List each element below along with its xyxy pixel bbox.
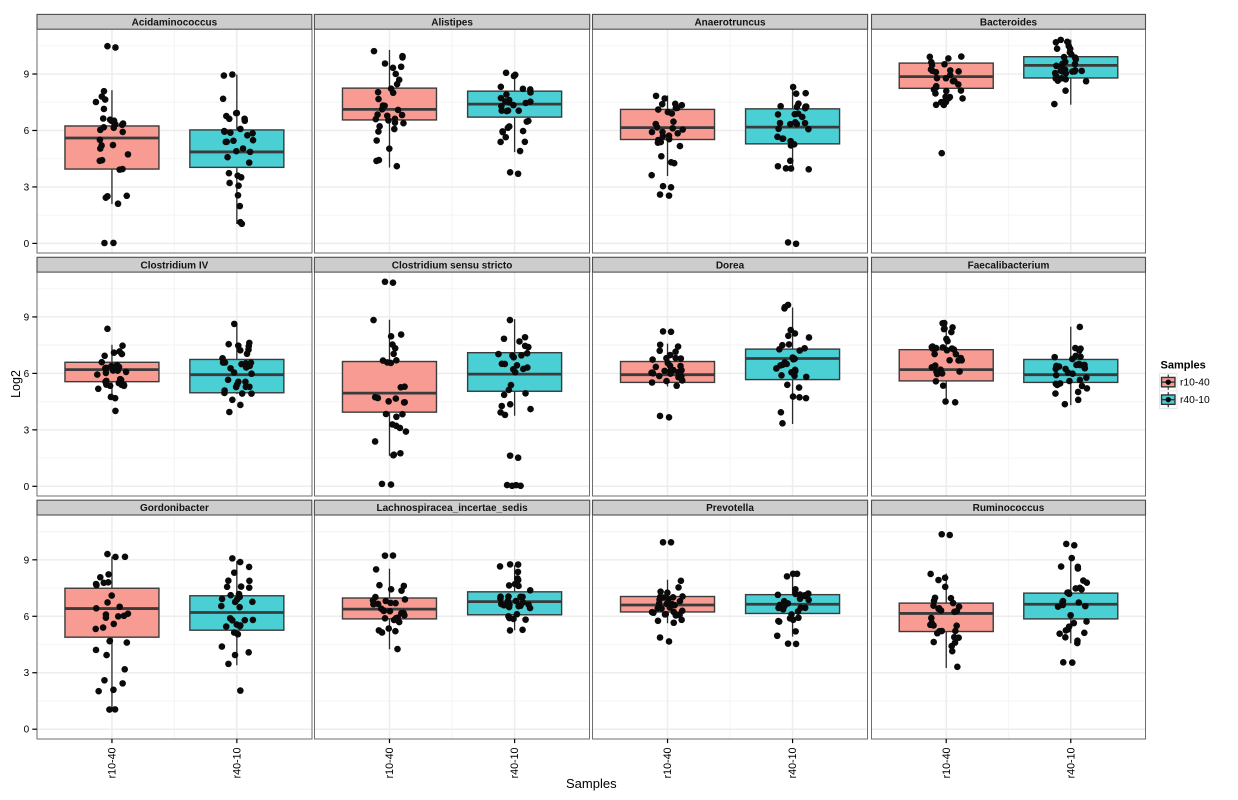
svg-text:Gordonibacter: Gordonibacter xyxy=(140,503,209,514)
svg-text:0: 0 xyxy=(24,482,30,493)
svg-text:6: 6 xyxy=(24,126,30,137)
svg-text:r10-40: r10-40 xyxy=(1180,378,1210,389)
svg-text:Samples: Samples xyxy=(566,776,617,791)
svg-text:3: 3 xyxy=(24,182,30,193)
svg-text:Alistipes: Alistipes xyxy=(431,17,473,28)
svg-text:Faecalibacterium: Faecalibacterium xyxy=(968,260,1050,271)
svg-text:r10-40: r10-40 xyxy=(384,747,396,778)
svg-text:r10-40: r10-40 xyxy=(941,747,953,778)
svg-text:9: 9 xyxy=(24,312,30,323)
svg-text:r40-10: r40-10 xyxy=(1065,747,1077,778)
svg-text:Anaerotruncus: Anaerotruncus xyxy=(694,17,766,28)
svg-text:r10-40: r10-40 xyxy=(107,747,119,778)
svg-text:3: 3 xyxy=(24,425,30,436)
svg-text:3: 3 xyxy=(24,668,30,679)
svg-text:Clostridium sensu stricto: Clostridium sensu stricto xyxy=(392,260,513,271)
svg-text:r40-10: r40-10 xyxy=(787,747,799,778)
svg-text:Clostridium IV: Clostridium IV xyxy=(141,260,209,271)
svg-text:9: 9 xyxy=(24,70,30,81)
svg-text:9: 9 xyxy=(24,555,30,566)
svg-text:Prevotella: Prevotella xyxy=(706,503,754,514)
svg-text:r40-10: r40-10 xyxy=(1180,395,1210,406)
svg-text:0: 0 xyxy=(24,725,30,736)
svg-text:Samples: Samples xyxy=(1161,359,1206,371)
svg-text:Ruminococcus: Ruminococcus xyxy=(973,503,1045,514)
svg-text:r10-40: r10-40 xyxy=(662,747,674,778)
svg-text:r40-10: r40-10 xyxy=(509,747,521,778)
svg-text:Log2: Log2 xyxy=(9,370,23,398)
svg-text:6: 6 xyxy=(24,612,30,623)
svg-text:Lachnospiracea_incertae_sedis: Lachnospiracea_incertae_sedis xyxy=(376,503,528,514)
svg-text:Bacteroides: Bacteroides xyxy=(980,17,1038,28)
svg-text:r40-10: r40-10 xyxy=(231,747,243,778)
svg-text:Acidaminococcus: Acidaminococcus xyxy=(132,17,218,28)
svg-text:0: 0 xyxy=(24,239,30,250)
svg-text:Dorea: Dorea xyxy=(716,260,745,271)
svg-text:6: 6 xyxy=(24,369,30,380)
